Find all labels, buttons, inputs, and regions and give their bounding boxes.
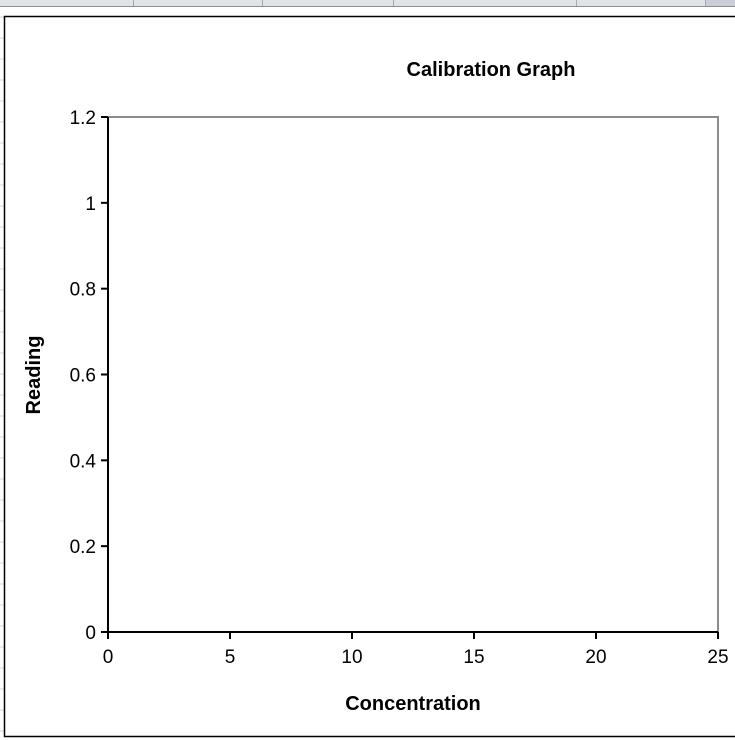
x-tick-label: 10: [341, 647, 362, 668]
column-header-cell[interactable]: [706, 0, 735, 6]
x-tick-label: 20: [585, 647, 606, 668]
y-axis: 0 0.2 0.4 0.6 0.8 1 1.2: [70, 108, 108, 644]
column-header-cell[interactable]: [394, 0, 577, 6]
x-axis-title: Concentration: [345, 693, 481, 715]
column-header-cell[interactable]: [577, 0, 706, 6]
column-header-cell[interactable]: [134, 0, 263, 6]
spreadsheet-column-header: [0, 0, 735, 7]
x-tick-label: 0: [103, 647, 114, 668]
y-tick-label: 0.8: [70, 280, 96, 301]
x-axis: 0 5 10 15 20 25: [103, 632, 729, 668]
y-tick-label: 1.2: [70, 108, 96, 129]
column-header-cell[interactable]: [263, 0, 394, 6]
x-tick-label: 25: [707, 647, 728, 668]
y-tick-label: 0.6: [70, 366, 96, 387]
y-tick-label: 0.4: [70, 451, 97, 472]
x-tick-label: 15: [463, 647, 484, 668]
y-axis-title: Reading: [23, 336, 45, 415]
plot-area[interactable]: [107, 116, 719, 633]
y-tick-label: 0.2: [70, 537, 96, 558]
chart-title: Calibration Graph: [407, 59, 576, 81]
y-tick-label: 1: [85, 194, 96, 215]
y-tick-label: 0: [85, 623, 96, 644]
x-tick-label: 5: [225, 647, 236, 668]
column-header-cell[interactable]: [0, 0, 134, 6]
